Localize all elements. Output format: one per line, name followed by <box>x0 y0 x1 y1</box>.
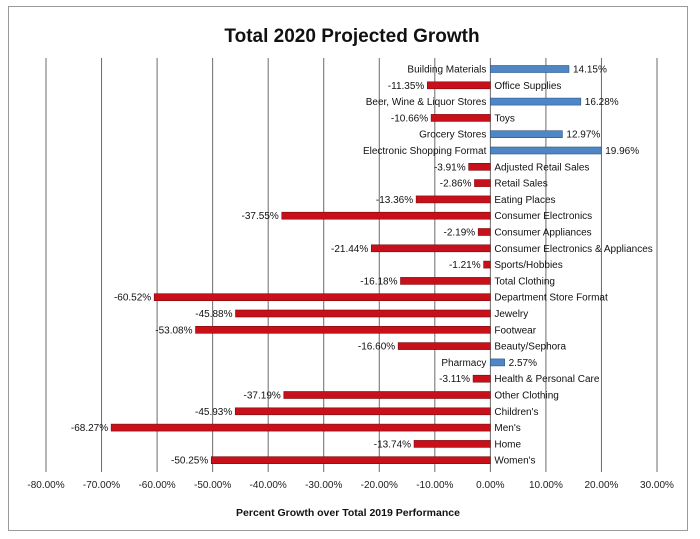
x-axis-ticks: -80.00% -70.00% -60.00% -50.00% -40.00% -30.0… <box>27 480 674 491</box>
category-label: Consumer Electronics <box>494 211 592 222</box>
bar <box>474 179 491 187</box>
x-axis-label: Percent Growth over Total 2019 Performan… <box>236 507 460 519</box>
category-label: Children's <box>494 407 538 418</box>
category-label: Pharmacy <box>441 358 486 369</box>
category-label: Grocery Stores <box>419 130 486 141</box>
x-tick-label: -50.00% <box>194 480 231 491</box>
bar <box>281 211 491 220</box>
value-label: -53.08% <box>155 325 192 336</box>
bar <box>490 146 602 155</box>
bar <box>153 293 491 302</box>
bar <box>477 228 491 236</box>
x-tick-label: -30.00% <box>305 480 342 491</box>
x-tick-label: -60.00% <box>138 480 175 491</box>
x-tick-label: -40.00% <box>250 480 287 491</box>
value-label: -50.25% <box>171 456 208 467</box>
value-label: -13.36% <box>376 195 413 206</box>
chart-frame <box>8 6 688 531</box>
value-label: -11.35% <box>388 81 425 92</box>
bar <box>195 325 491 334</box>
value-label: -3.91% <box>434 162 466 173</box>
bar <box>490 97 582 106</box>
value-label: -37.19% <box>244 391 281 402</box>
bar <box>397 342 491 350</box>
category-label: Building Materials <box>407 65 486 76</box>
value-label: -45.93% <box>195 407 232 418</box>
value-label: -68.27% <box>71 423 108 434</box>
bar <box>490 65 570 73</box>
category-label: Health & Personal Care <box>494 374 599 385</box>
bar <box>370 244 491 253</box>
bar <box>468 163 491 171</box>
value-label: -10.66% <box>391 113 428 124</box>
category-label: Sports/Hobbies <box>494 260 562 271</box>
value-label: -45.88% <box>195 309 232 320</box>
x-tick-label: 20.00% <box>584 480 618 491</box>
value-label: 14.15% <box>573 65 607 76</box>
chart-title: Total 2020 Projected Growth <box>224 26 479 47</box>
category-label: Consumer Appliances <box>494 228 591 239</box>
bar <box>400 277 491 285</box>
category-label: Toys <box>494 113 515 124</box>
x-tick-label: 10.00% <box>529 480 563 491</box>
category-label: Office Supplies <box>494 81 561 92</box>
value-label: 12.97% <box>566 130 600 141</box>
value-label: -2.86% <box>440 179 472 190</box>
value-label: -13.74% <box>374 439 411 450</box>
value-label: 16.28% <box>585 97 619 108</box>
labels: Building Materials 14.15% Office Supplies -… <box>71 65 653 467</box>
category-label: Beauty/Sephora <box>494 342 566 353</box>
value-label: -37.55% <box>242 211 279 222</box>
category-label: Consumer Electronics & Appliances <box>494 244 652 255</box>
value-label: -60.52% <box>114 293 151 304</box>
category-label: Women's <box>494 456 535 467</box>
bar <box>234 407 491 416</box>
bar <box>430 114 491 122</box>
value-label: -2.19% <box>444 228 476 239</box>
x-tick-label: -80.00% <box>27 480 64 491</box>
value-label: 2.57% <box>509 358 537 369</box>
bar <box>283 391 491 399</box>
bar <box>427 81 491 90</box>
category-label: Electronic Shopping Format <box>363 146 487 157</box>
category-label: Total Clothing <box>494 276 555 287</box>
category-label: Footwear <box>494 325 536 336</box>
category-label: Jewelry <box>494 309 528 320</box>
bar <box>413 440 491 448</box>
bar <box>210 456 491 465</box>
x-tick-label: -10.00% <box>416 480 453 491</box>
category-label: Home <box>494 439 521 450</box>
value-label: -16.60% <box>358 342 395 353</box>
x-tick-label: 30.00% <box>640 480 674 491</box>
category-label: Men's <box>494 423 520 434</box>
bar <box>110 423 491 432</box>
category-label: Adjusted Retail Sales <box>494 162 589 173</box>
bar <box>490 358 505 367</box>
x-tick-label: -20.00% <box>361 480 398 491</box>
category-label: Eating Places <box>494 195 555 206</box>
value-label: -16.18% <box>360 276 397 287</box>
bars <box>110 65 602 465</box>
bar <box>415 195 491 204</box>
x-tick-label: 0.00% <box>476 480 504 491</box>
bar <box>483 260 491 269</box>
bar <box>235 309 491 318</box>
value-label: -3.11% <box>439 374 470 385</box>
category-label: Department Store Format <box>494 293 608 304</box>
category-label: Beer, Wine & Liquor Stores <box>366 97 487 108</box>
value-label: -21.44% <box>331 244 368 255</box>
x-tick-label: -70.00% <box>83 480 120 491</box>
value-label: -1.21% <box>449 260 481 271</box>
category-label: Retail Sales <box>494 179 547 190</box>
value-label: 19.96% <box>605 146 639 157</box>
bar <box>490 130 563 138</box>
category-label: Other Clothing <box>494 391 558 402</box>
bar <box>472 374 491 383</box>
